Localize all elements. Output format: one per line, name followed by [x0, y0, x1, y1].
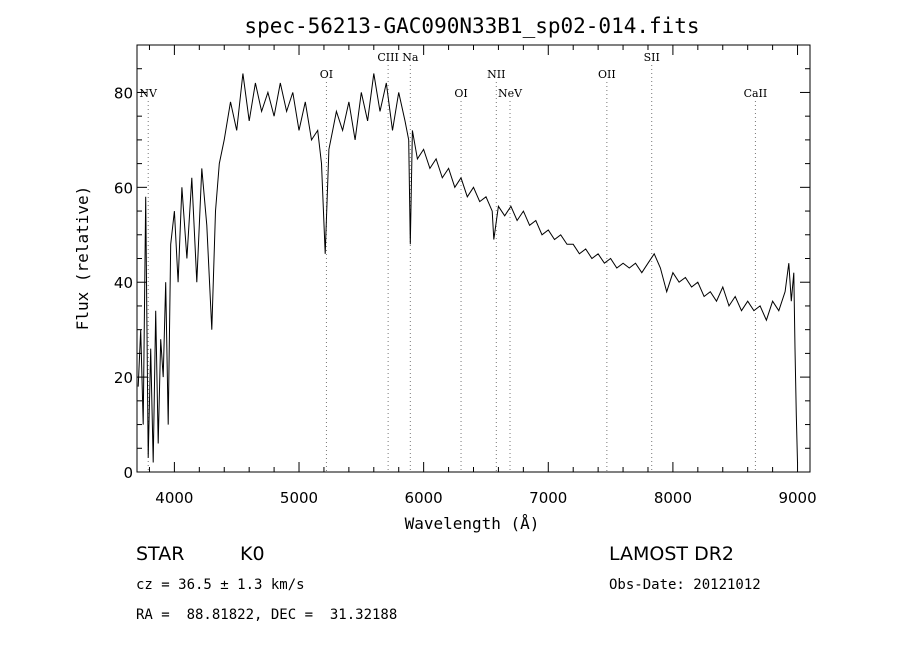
- obs-date-text: Obs-Date: 20121012: [609, 577, 761, 593]
- y-tick-label: 80: [114, 84, 133, 102]
- x-tick-label: 8000: [654, 489, 692, 507]
- survey-name: LAMOST DR2: [609, 543, 734, 565]
- line-marker-layer: NV OI CIII Na OI NII NeV OII SII CaII: [139, 51, 767, 472]
- chart-title: spec-56213-GAC090N33B1_sp02-014.fits: [244, 14, 699, 38]
- x-axis-label: Wavelength (Å): [405, 514, 540, 533]
- x-tick-label: 5000: [280, 489, 318, 507]
- y-tick-label: 0: [123, 464, 133, 482]
- line-marker-label: CaII: [744, 87, 768, 100]
- y-tick-label: 60: [114, 179, 133, 197]
- line-marker-label: NV: [139, 87, 158, 100]
- line-marker-label: SII: [644, 51, 660, 64]
- plot-frame: [136, 44, 811, 473]
- x-tick-label: 4000: [155, 489, 193, 507]
- line-marker-label: OI: [454, 87, 467, 100]
- y-tick-label: 20: [114, 369, 133, 387]
- y-axis-label: Flux (relative): [73, 186, 92, 331]
- object-class: STAR: [136, 543, 184, 565]
- x-tick-label: 9000: [778, 489, 816, 507]
- spectrum-line: [137, 73, 798, 463]
- object-subclass: K0: [240, 543, 265, 565]
- line-marker-label: NII: [487, 68, 505, 81]
- line-marker-label: Na: [402, 51, 419, 64]
- x-tick-label: 6000: [405, 489, 443, 507]
- axis-ticks: 4000 5000 6000 7000 8000 9000 0 20 40 60 80: [114, 45, 817, 507]
- line-marker-label: OII: [598, 68, 616, 81]
- line-marker-label: OI: [320, 68, 333, 81]
- y-tick-label: 40: [114, 274, 133, 292]
- x-tick-label: 7000: [529, 489, 567, 507]
- line-marker-label: CIII: [377, 51, 398, 64]
- line-marker-label: NeV: [498, 87, 523, 100]
- coordinates-text: RA = 88.81822, DEC = 31.32188: [136, 607, 397, 623]
- redshift-text: cz = 36.5 ± 1.3 km/s: [136, 577, 305, 593]
